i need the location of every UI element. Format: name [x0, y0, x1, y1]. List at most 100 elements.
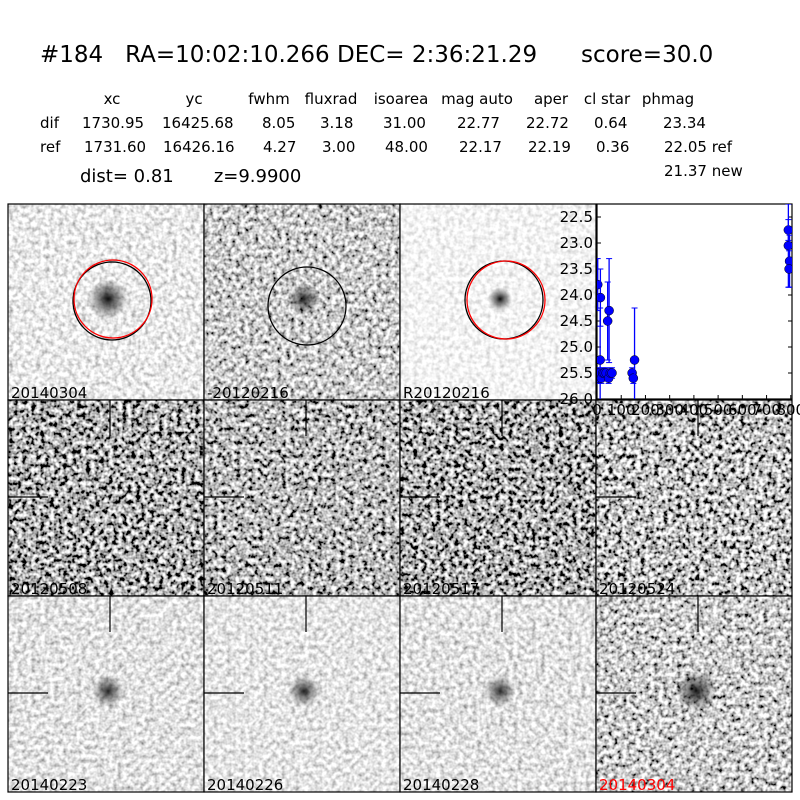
column-header: cl star [583, 90, 631, 108]
data-point [628, 373, 639, 383]
table-cell: 3.00 [322, 138, 356, 156]
candidate-title: #184 RA=10:02:10.266 DEC= 2:36:21.29 sco… [40, 42, 713, 68]
y-tick-label: 23.0 [560, 234, 593, 252]
image-stamp: 20140228 [399, 595, 597, 794]
table-cell: 22.72 [526, 114, 569, 132]
row-label: ref [40, 138, 61, 156]
table-cell: 22.77 [457, 114, 500, 132]
image-stamp: 20140226 [203, 595, 401, 794]
data-point [602, 316, 613, 326]
plot-area [596, 203, 793, 400]
data-point [597, 355, 605, 365]
y-tick-label: 26.0 [560, 390, 593, 408]
table-cell: 16425.68 [162, 114, 234, 132]
dist-value: dist= 0.81 [80, 166, 174, 187]
x-tick-label: 800 [776, 401, 800, 419]
candidate-coords: RA=10:02:10.266 DEC= 2:36:21.29 [125, 42, 538, 68]
source-blob [288, 675, 320, 707]
x-tick-label: 0 [592, 401, 602, 419]
y-tick-label: 25.0 [560, 338, 593, 356]
candidate-id: #184 [40, 42, 104, 68]
stamp-date-label: 20120517 [403, 580, 479, 598]
x-tick-label: 700 [752, 401, 781, 419]
x-tick-label: 300 [655, 401, 684, 419]
table-cell: 48.00 [385, 138, 428, 156]
table-cell: 31.00 [383, 114, 426, 132]
stamp-date-label: -20120216 [207, 384, 289, 402]
data-point [784, 264, 792, 274]
stamp-image [204, 400, 400, 596]
column-header: fluxrad [304, 90, 358, 108]
column-header: yc [185, 90, 203, 108]
aperture-circle-black [72, 261, 152, 341]
stamp-date-label: 20120524 [599, 580, 675, 598]
y-tick-label: 22.5 [560, 208, 593, 226]
y-tick-label: 24.5 [560, 312, 593, 330]
table-cell: 0.64 [594, 114, 628, 132]
stamp-image [596, 400, 792, 596]
table-cell: 22.19 [528, 138, 571, 156]
table-cell: 22.17 [459, 138, 502, 156]
dist-z-line: dist= 0.81 z=9.9900 [80, 166, 301, 187]
column-header: mag auto [441, 90, 513, 108]
image-stamp: 20140223 [7, 595, 205, 794]
stamp-date-label: 20120511 [207, 580, 283, 598]
stamp-date-label: 20140226 [207, 776, 283, 794]
stamp-date-label: 20140223 [11, 776, 87, 794]
y-tick-label: 24.0 [560, 286, 593, 304]
row-label: dif [40, 114, 59, 132]
image-stamp: 20140304 [7, 203, 205, 402]
aperture-circle-red [73, 259, 153, 339]
image-stamp: 20120511 [203, 399, 401, 598]
column-header: phmag [641, 90, 695, 108]
phmag-new: 21.37 new [664, 162, 743, 180]
aperture-circle-red [466, 260, 546, 340]
stamp-date-label: 20120508 [11, 580, 87, 598]
source-blob [92, 675, 124, 707]
stamp-image [8, 400, 204, 596]
column-header: isoarea [373, 90, 429, 108]
data-point [604, 305, 614, 316]
image-stamp: 20120524 [595, 399, 793, 598]
stamp-date-label: 20140228 [403, 776, 479, 794]
column-header: fwhm [248, 90, 290, 108]
data-point [629, 355, 640, 365]
table-cell: 0.36 [596, 138, 630, 156]
table-cell: 4.27 [263, 138, 297, 156]
table-cell: 16426.16 [163, 138, 235, 156]
data-point [597, 292, 606, 303]
image-stamp: -20120216 [203, 203, 401, 402]
aperture-circle-black [267, 266, 347, 346]
stamp-date-label: R20120216 [403, 384, 490, 402]
z-value: z=9.9900 [213, 166, 302, 187]
table-cell: 8.05 [262, 114, 296, 132]
table-cell: 22.05 ref [664, 138, 733, 156]
x-tick-label: 400 [680, 401, 709, 419]
image-stamp: 20140304 [595, 595, 793, 794]
table-cell: 1731.60 [84, 138, 147, 156]
table-cell: 1730.95 [82, 114, 145, 132]
stamp-frame [595, 595, 793, 793]
column-header: aper [533, 90, 569, 108]
data-point [783, 240, 792, 251]
source-blob [88, 279, 128, 319]
table-cell: 3.18 [320, 114, 354, 132]
source-blob [484, 675, 516, 707]
image-stamp: 20120517 [399, 399, 597, 598]
source-blob [676, 671, 716, 711]
data-point [607, 368, 617, 378]
column-header: xc [103, 90, 121, 108]
table-cell: 23.34 [663, 114, 706, 132]
x-tick-label: 500 [704, 401, 733, 419]
image-stamp: 20120508 [7, 399, 205, 598]
x-tick-label: 600 [728, 401, 757, 419]
x-tick-label: 200 [631, 401, 660, 419]
light-curve-chart: 22.5 23.0 23.5 24.0 24.5 25.0 25.5 26.00 1002003… [560, 203, 800, 419]
source-blob [488, 287, 512, 311]
y-tick-label: 25.5 [560, 364, 593, 382]
candidate-score: score=30.0 [581, 42, 714, 68]
stamp-date-label: 20140304 [11, 384, 87, 402]
y-tick-label: 23.5 [560, 260, 593, 278]
x-tick-label: 100 [607, 401, 636, 419]
